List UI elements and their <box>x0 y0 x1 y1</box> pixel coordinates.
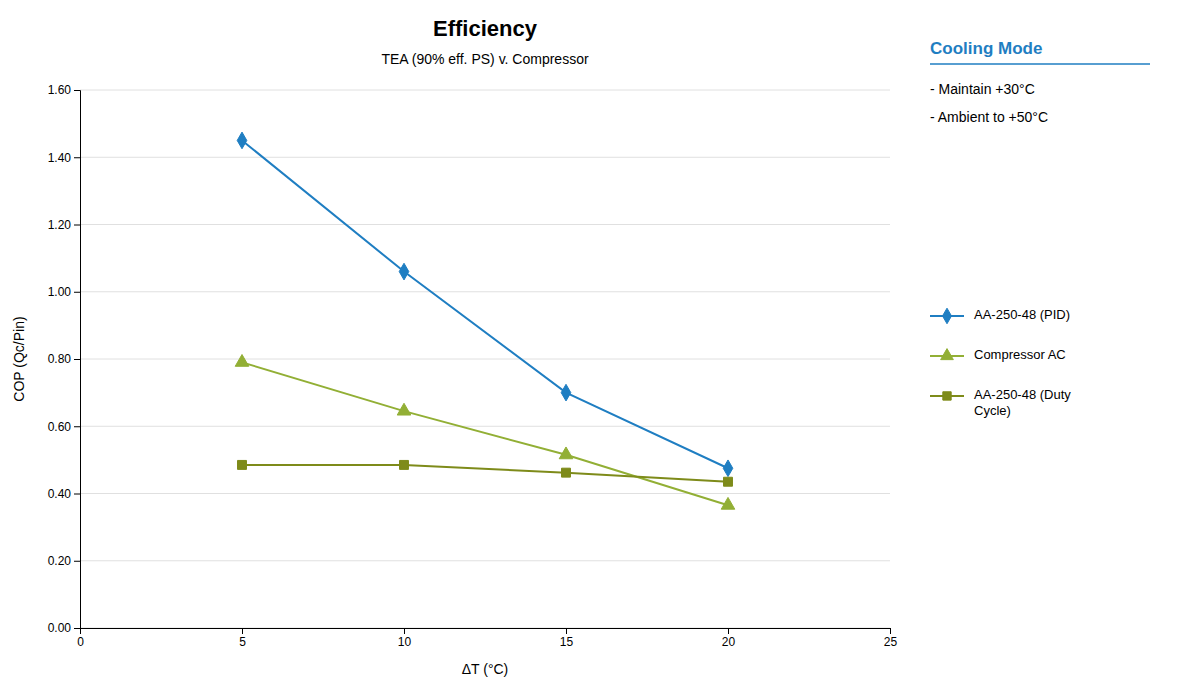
tick: 10 <box>398 628 412 649</box>
tick-label: 0.60 <box>48 420 72 434</box>
grid-line <box>80 359 890 360</box>
tick-label: 0.20 <box>48 554 72 568</box>
tick-mark <box>74 157 80 158</box>
tick: 15 <box>560 628 574 649</box>
point <box>723 460 733 477</box>
point <box>562 468 571 477</box>
point <box>561 384 571 401</box>
tick: 0.60 <box>48 420 80 434</box>
tick-label: 1.60 <box>48 83 72 97</box>
legend-item: AA-250-48 (DutyCycle) <box>930 387 1071 418</box>
point <box>400 460 409 469</box>
grid-line <box>80 560 890 561</box>
series <box>237 132 733 476</box>
tick-mark <box>242 628 243 634</box>
tick: 5 <box>239 628 246 649</box>
line <box>242 362 728 505</box>
chart: 0 5 10 15 20 25 0.00 0.20 0.40 0.60 0.80 1.00 1.20 1.… <box>0 0 1200 690</box>
tick-label: 5 <box>239 635 246 649</box>
point <box>399 263 409 280</box>
tick: 25 <box>884 628 898 649</box>
tick-label: 20 <box>722 635 736 649</box>
tick-label: 0.40 <box>48 487 72 501</box>
marks <box>235 132 735 509</box>
annotation-underline <box>930 63 1150 65</box>
y-axis: 0.00 0.20 0.40 0.60 0.80 1.00 1.20 1.40 1.60 <box>48 83 81 635</box>
x-axis-title: ΔT (°C) <box>462 661 509 677</box>
subtitle: TEA (90% eff. PS) v. Compressor <box>381 51 589 67</box>
legend-label: AA-250-48 (PID) <box>974 307 1070 322</box>
line <box>242 140 728 468</box>
tick: 20 <box>722 628 736 649</box>
annotation: - Maintain +30°C <box>930 81 1035 97</box>
annotation-title: Cooling Mode <box>930 39 1042 58</box>
annotation: - Ambient to +50°C <box>930 109 1048 125</box>
tick: 0.00 <box>48 621 80 635</box>
tick: 0.80 <box>48 352 80 366</box>
grid-line <box>80 493 890 494</box>
tick-mark <box>74 426 80 427</box>
tick: 0.20 <box>48 554 80 568</box>
tick-label: 0.00 <box>48 621 72 635</box>
legend-label: Compressor AC <box>974 347 1066 362</box>
series <box>238 460 733 486</box>
tick-mark <box>74 494 80 495</box>
point <box>238 460 247 469</box>
point <box>724 477 733 486</box>
line <box>242 465 728 482</box>
tick-mark <box>728 628 729 634</box>
point <box>235 355 249 367</box>
legend-item: AA-250-48 (PID) <box>930 307 1070 323</box>
legend-item: Compressor AC <box>930 347 1066 362</box>
tick-label: 1.20 <box>48 218 72 232</box>
x-axis: 0 5 10 15 20 25 <box>77 628 897 649</box>
tick-mark <box>74 359 80 360</box>
tick-mark <box>404 628 405 634</box>
legend-marker <box>943 392 951 400</box>
plot-area: 0 5 10 15 20 25 0.00 0.20 0.40 0.60 0.80 1.00 1.20 1.… <box>48 83 898 648</box>
tick: 1.60 <box>48 83 80 97</box>
grid-line <box>80 224 890 225</box>
tick-mark <box>74 90 80 91</box>
tick-label: 10 <box>398 635 412 649</box>
tick: 1.00 <box>48 285 80 299</box>
point <box>397 403 411 415</box>
grid <box>80 90 890 628</box>
tick-mark <box>74 225 80 226</box>
point <box>559 447 573 459</box>
grid-line <box>80 426 890 427</box>
axis-line <box>74 91 81 629</box>
grid-line <box>80 90 890 91</box>
tick-label: 1.00 <box>48 285 72 299</box>
tick-mark <box>566 628 567 634</box>
tick-mark <box>74 561 80 562</box>
point <box>721 497 735 509</box>
legend: AA-250-48 (PID) Compressor AC AA-250-48 (D… <box>930 307 1071 418</box>
tick-mark <box>890 628 891 634</box>
grid-line <box>80 291 890 292</box>
tick-mark <box>74 292 80 293</box>
tick-label: 1.40 <box>48 151 72 165</box>
tick: 1.40 <box>48 151 80 165</box>
annotations: Cooling Mode - Maintain +30°C - Ambient to… <box>930 39 1150 125</box>
legend-marker <box>941 349 954 360</box>
axis-line <box>81 629 891 635</box>
tick-label: 15 <box>560 635 574 649</box>
point <box>237 132 247 149</box>
tick-label: 0 <box>77 635 84 649</box>
tick-mark <box>74 628 80 629</box>
tick: 0 <box>77 628 84 649</box>
tick-label: 25 <box>884 635 898 649</box>
legend-label: AA-250-48 (DutyCycle) <box>974 387 1071 418</box>
y-axis-title: COP (Qc/Pin) <box>11 316 27 401</box>
legend-marker <box>943 308 952 324</box>
grid-line <box>80 157 890 158</box>
tick: 1.20 <box>48 218 80 232</box>
series <box>235 355 735 510</box>
tick: 0.40 <box>48 487 80 501</box>
title: Efficiency <box>433 16 538 41</box>
tick-label: 0.80 <box>48 352 72 366</box>
